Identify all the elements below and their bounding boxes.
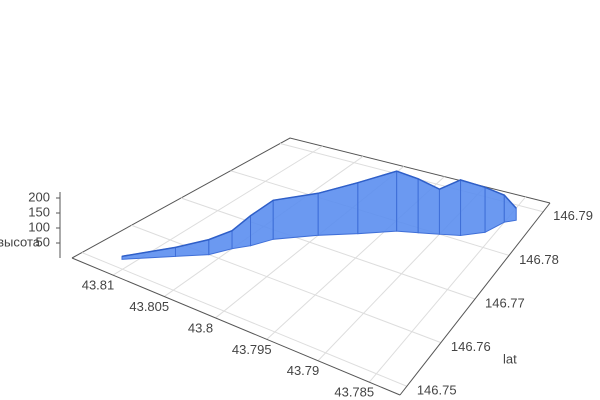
ribbon-segment xyxy=(503,193,517,223)
y-tick-label: 146.78 xyxy=(519,252,559,267)
x-tick-label: 43.795 xyxy=(232,342,272,357)
y-tick-label: 146.77 xyxy=(485,295,525,310)
ribbon-segment xyxy=(272,192,319,240)
z-tick-label: 150 xyxy=(28,204,50,219)
z-axis-title: высота xyxy=(0,234,41,249)
y-axis-title: lat xyxy=(503,351,517,366)
y-tick-label: 146.75 xyxy=(417,383,457,398)
x-axis xyxy=(71,257,401,396)
x-tick-label: 43.79 xyxy=(287,363,320,378)
y-axis xyxy=(399,202,551,396)
ribbon-segment xyxy=(250,199,274,247)
grid-line xyxy=(131,224,442,344)
ribbon-segment xyxy=(317,182,359,236)
ribbon-segment xyxy=(174,238,210,257)
grid-line xyxy=(180,197,476,300)
z-tick-label: 100 xyxy=(28,219,50,234)
z-tick-label: 200 xyxy=(28,189,50,204)
y-tick-label: 146.79 xyxy=(553,208,593,223)
ribbon-segment xyxy=(460,179,486,237)
ribbon-segment xyxy=(396,170,419,234)
x-tick-label: 43.8 xyxy=(188,320,213,335)
y-tick-label: 146.76 xyxy=(451,339,491,354)
x-tick-label: 43.81 xyxy=(82,278,115,293)
ribbon-segment xyxy=(231,214,252,250)
z-tick-label: 50 xyxy=(36,234,50,249)
ribbon-top xyxy=(121,170,517,258)
x-tick-label: 43.785 xyxy=(334,385,374,400)
x-tick-label: 43.805 xyxy=(129,299,169,314)
grid-line xyxy=(81,252,408,387)
